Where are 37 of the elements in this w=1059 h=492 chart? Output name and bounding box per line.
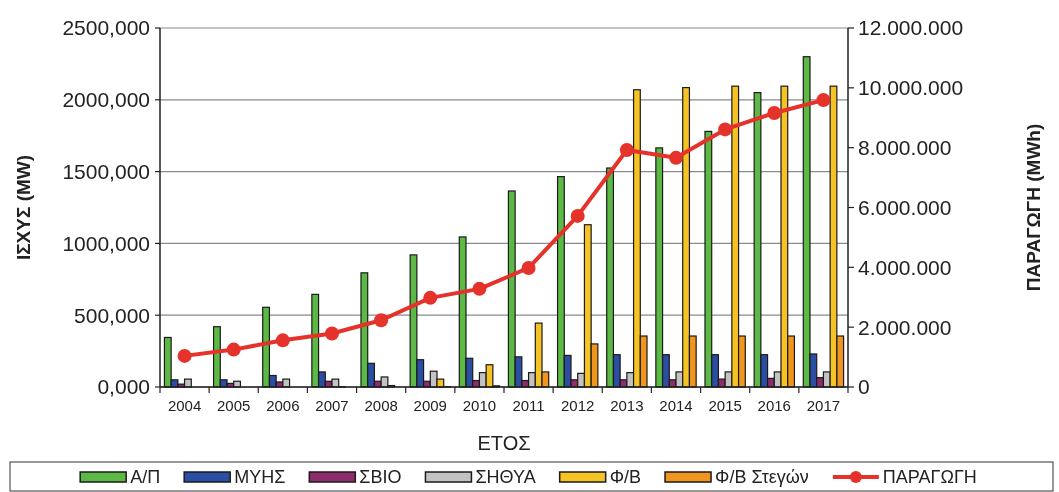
x-tick-label: 2016	[757, 397, 791, 414]
x-axis-title: ΕΤΟΣ	[477, 432, 531, 454]
x-tick-label: 2015	[708, 397, 742, 414]
legend-label: ΣΒΙΟ	[359, 467, 402, 488]
y2-tick-label: 8.000.000	[858, 136, 952, 160]
x-tick-label: 2009	[413, 397, 447, 414]
x-tick-label: 2007	[315, 397, 349, 414]
y-axis-title: ΙΣΧΥΣ (MW)	[13, 154, 34, 261]
x-tick-label: 2005	[217, 397, 251, 414]
x-tick-label: 2004	[167, 397, 202, 414]
y-tick-label: 1500,000	[62, 159, 150, 183]
x-tick-label: 2012	[561, 397, 595, 414]
x-tick-label: 2013	[610, 397, 644, 414]
x-tick-label: 2006	[266, 397, 300, 414]
legend-label: ΠΑΡΑΓΩΓΗ	[882, 467, 977, 488]
x-tick-label: 2014	[659, 397, 693, 414]
legend-label: Α/Π	[130, 467, 161, 488]
y-tick-label: 2000,000	[62, 88, 150, 112]
legend-label: Φ/Β Στεγών	[715, 467, 809, 488]
legend-label: ΜΥΗΣ	[234, 467, 286, 488]
x-tick-label: 2017	[806, 397, 841, 414]
y-tick-label: 1000,000	[62, 231, 150, 255]
x-tick-label: 2010	[462, 397, 497, 414]
y2-tick-label: 10.000.000	[858, 76, 964, 100]
legend-label: ΣΗΘΥΑ	[475, 467, 536, 488]
y2-tick-label: 4.000.000	[858, 255, 952, 279]
y2-tick-label: 12.000.000	[858, 16, 964, 40]
x-tick-label: 2011	[512, 397, 545, 414]
y-tick-label: 0,000	[97, 375, 150, 399]
legend-label: Φ/Β	[609, 467, 642, 488]
y2-tick-label: 2.000.000	[858, 315, 952, 339]
y-tick-label: 2500,000	[62, 16, 150, 40]
x-tick-label: 2008	[364, 397, 398, 414]
y-tick-label: 500,000	[74, 303, 150, 327]
y2-tick-label: 6.000.000	[858, 195, 952, 219]
y2-axis-title: ΠΑΡΑΓΩΓΗ (MWh)	[1023, 123, 1044, 292]
y2-tick-label: 0	[858, 375, 870, 399]
